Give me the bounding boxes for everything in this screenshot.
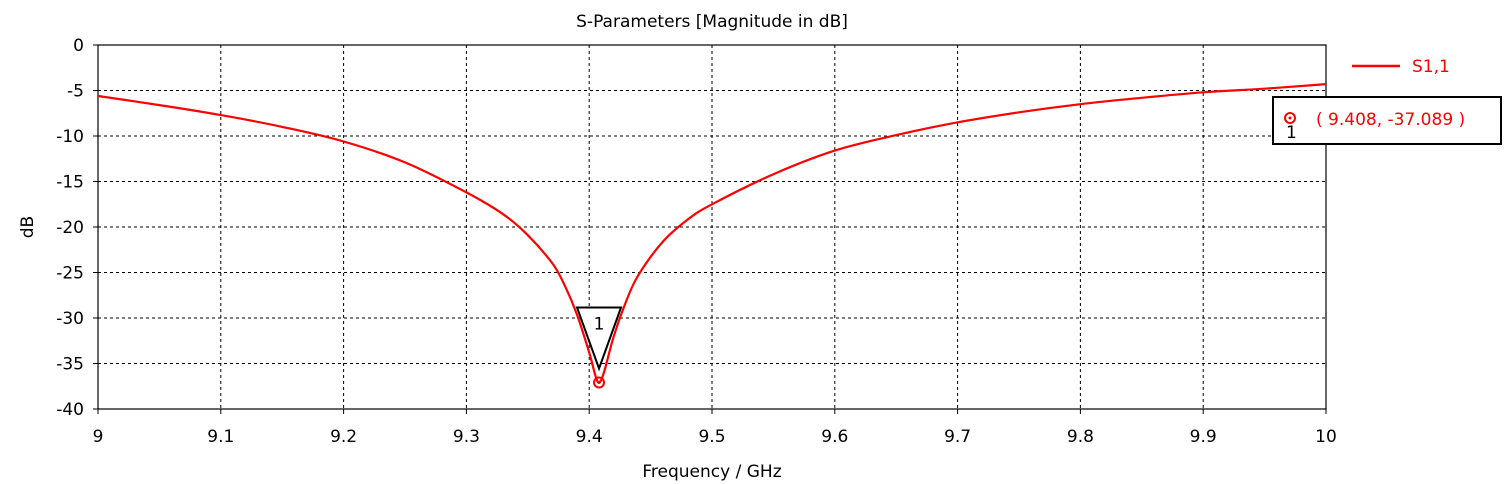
marker-point-dot (597, 381, 601, 385)
y-tick-label: -20 (56, 218, 84, 238)
marker-readout-box: 1 ( 9.408, -37.089 ) (1272, 96, 1502, 145)
readout-frame (1272, 96, 1502, 145)
x-axis-ticks: 9 9.1 9.2 9.3 9.4 9.5 9.6 9.7 9.8 9.9 10 (93, 409, 1337, 447)
x-tick-label: 9.4 (576, 427, 603, 447)
y-tick-label: -10 (56, 127, 84, 147)
x-tick-label: 10 (1315, 427, 1337, 447)
x-tick-label: 9.9 (1190, 427, 1217, 447)
x-tick-label: 9 (93, 427, 104, 447)
y-tick-label: -5 (67, 82, 84, 102)
readout-marker-icon (1284, 112, 1296, 124)
x-tick-label: 9.3 (453, 427, 480, 447)
legend: S1,1 (1352, 57, 1450, 77)
grid-lines (98, 45, 1326, 409)
marker-point (593, 376, 606, 389)
chart-title: S-Parameters [Magnitude in dB] (576, 12, 848, 32)
series-layer (97, 83, 1327, 384)
x-tick-label: 9.2 (330, 427, 357, 447)
x-tick-label: 9.1 (207, 427, 234, 447)
readout-value: ( 9.408, -37.089 ) (1316, 110, 1465, 130)
marker-layer: 1 (575, 306, 623, 389)
y-tick-label: -15 (56, 173, 84, 193)
readout-marker-id: 1 (1286, 123, 1297, 143)
x-tick-label: 9.8 (1067, 427, 1094, 447)
legend-label-s11: S1,1 (1412, 57, 1450, 77)
y-tick-label: -30 (56, 309, 84, 329)
y-axis-ticks: 0 -5 -10 -15 -20 -25 -30 -35 -40 (56, 36, 98, 420)
y-tick-label: -40 (56, 400, 84, 420)
x-tick-label: 9.6 (821, 427, 848, 447)
y-tick-label: -25 (56, 264, 84, 284)
series-line-s11 (97, 83, 1327, 384)
readout-marker-dot (1288, 116, 1292, 120)
marker-flag-label: 1 (594, 315, 605, 335)
x-tick-label: 9.5 (698, 427, 725, 447)
y-tick-label: -35 (56, 355, 84, 375)
x-axis-label: Frequency / GHz (642, 462, 781, 482)
marker-flag-triangle (575, 306, 623, 372)
x-tick-label: 9.7 (944, 427, 971, 447)
y-axis-label: dB (18, 216, 38, 238)
y-tick-label: 0 (73, 36, 84, 56)
